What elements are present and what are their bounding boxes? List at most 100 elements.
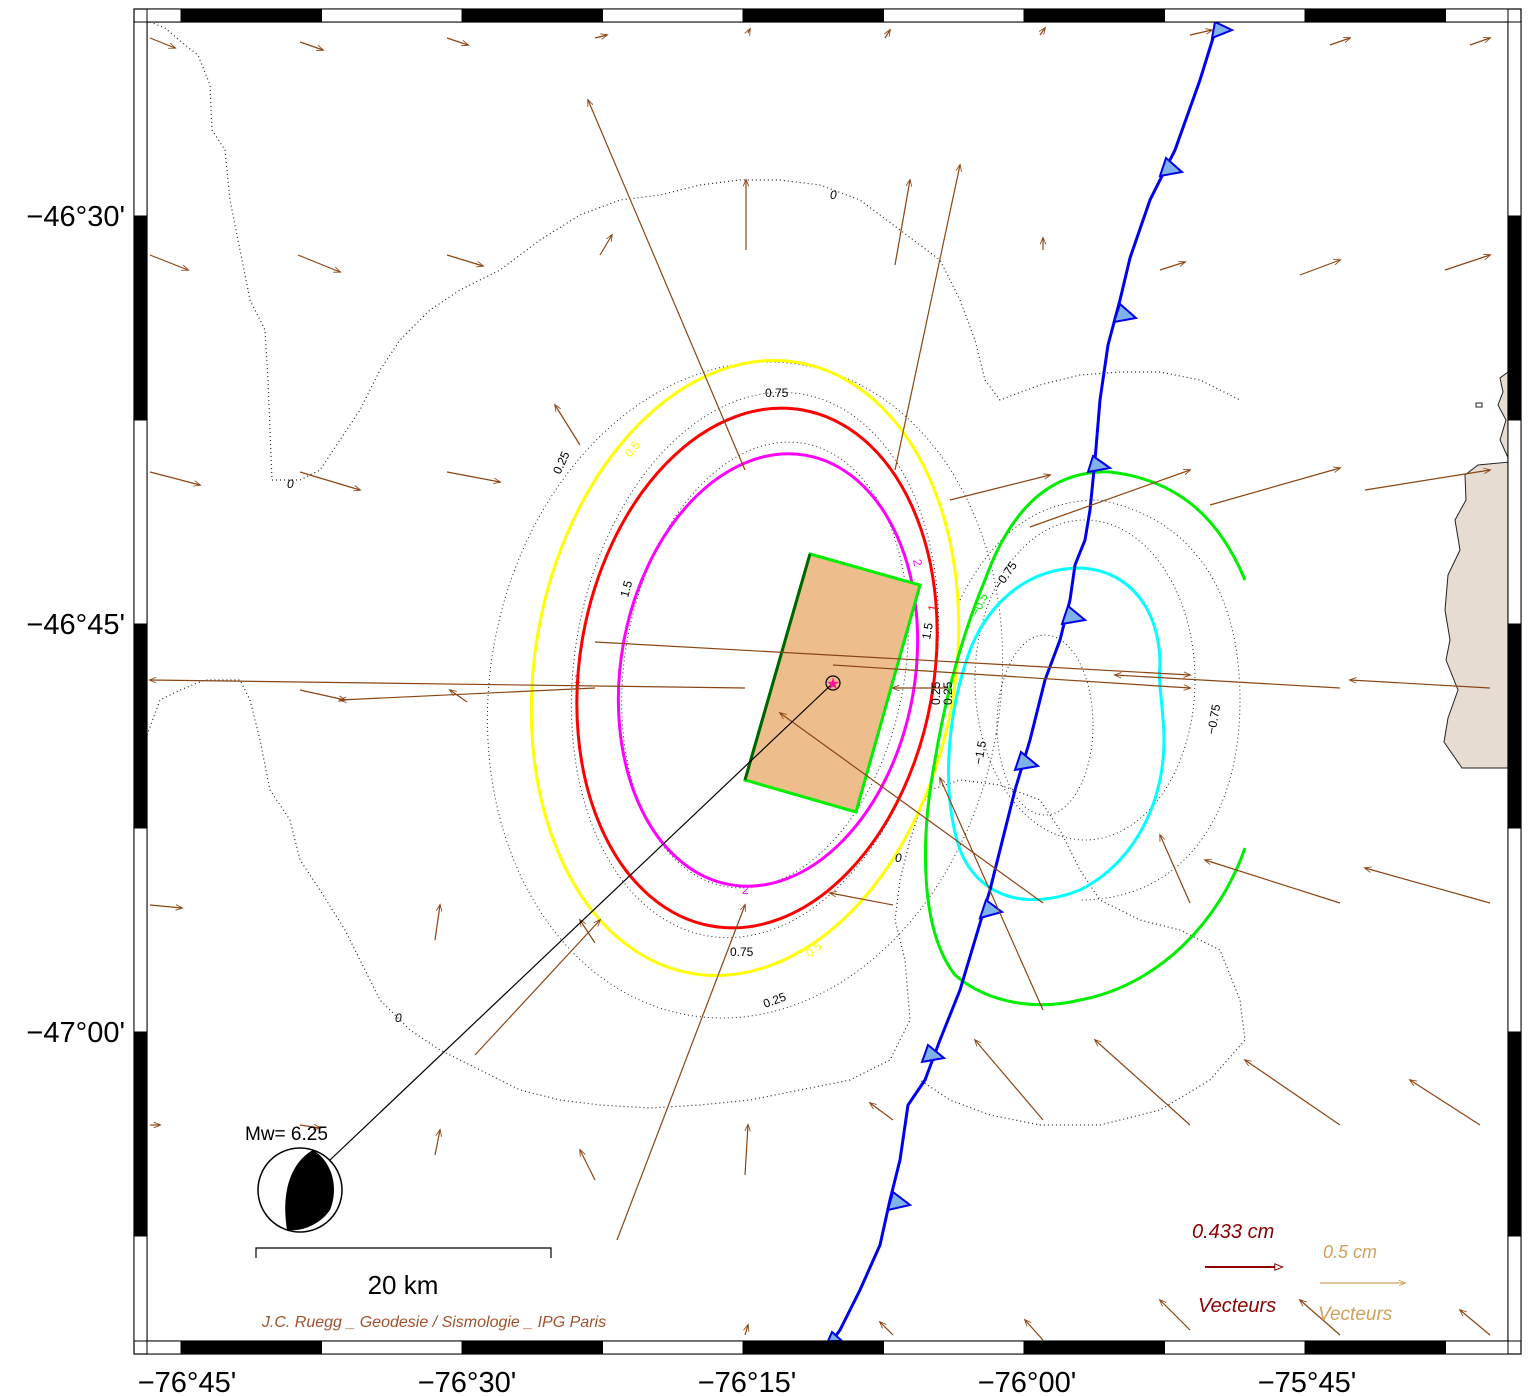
displacement-vector — [885, 30, 890, 39]
displacement-vector — [1095, 1040, 1191, 1126]
y-tick-label: −47°00' — [26, 1017, 125, 1049]
displacement-vector — [299, 689, 345, 700]
frame-tick-top — [180, 8, 322, 23]
contour-label: 0 — [895, 851, 902, 865]
contour-label: −0.5 — [968, 591, 991, 619]
legend-red-value: 0.433 cm — [1192, 1221, 1274, 1243]
frame-tick-bottom — [883, 1340, 1025, 1355]
displacement-vector — [1160, 1300, 1191, 1331]
displacement-vector — [446, 37, 468, 45]
x-tick-label: −76°30' — [418, 1367, 517, 1396]
displacement-vector — [149, 905, 182, 908]
focal-mechanism-beachball — [257, 1147, 343, 1233]
epicenter-star-icon: ★ — [826, 676, 840, 693]
frame-tick-top — [321, 8, 463, 23]
displacement-vector — [745, 1325, 748, 1336]
displacement-vector — [1029, 470, 1190, 528]
displacement-vector — [450, 690, 468, 703]
frame-tick-top — [1164, 8, 1306, 23]
frame-tick-left — [133, 21, 148, 217]
axis-labels: −76°45' −76°30' −76°15' −76°00' −75°45' −46°3… — [26, 201, 1356, 1396]
contour-label: 0.25 — [761, 990, 788, 1011]
displacement-vector — [1365, 868, 1491, 904]
displacement-vector — [446, 254, 483, 266]
contour-0.5-yellow — [529, 359, 961, 977]
contour-label: 2 — [910, 558, 925, 567]
contour-0.25 — [486, 361, 1004, 1019]
frame-tick-right — [1507, 419, 1522, 625]
beachball-leader-line — [329, 682, 834, 1161]
contour-label: −0.75 — [991, 559, 1020, 592]
contour-label: 1.5 — [617, 579, 635, 599]
frame-tick-bottom — [146, 1340, 182, 1355]
displacement-vector — [1189, 30, 1212, 36]
x-tick-label: −75°45' — [1258, 1367, 1357, 1396]
legend-red-label: Vecteurs — [1198, 1295, 1276, 1317]
displacement-vector — [1364, 470, 1490, 491]
map-frame — [133, 8, 1522, 1355]
frame-tick-top — [1023, 8, 1165, 23]
frame-tick-bottom — [1164, 1340, 1306, 1355]
displacement-vector — [1469, 38, 1490, 46]
displacement-vector — [580, 920, 596, 944]
frame-tick-left — [133, 827, 148, 1033]
y-tick-label: −46°30' — [26, 201, 125, 233]
displacement-vector — [149, 37, 175, 48]
displacement-vector — [1160, 835, 1191, 904]
frame-tick-top — [602, 8, 744, 23]
displacement-vector — [150, 680, 746, 689]
scale-bar-label: 20 km — [368, 1270, 439, 1300]
displacement-vector — [748, 29, 750, 33]
frame-tick-top — [146, 8, 182, 23]
contour-1.5 — [621, 441, 909, 889]
frame-tick-left — [133, 1235, 148, 1342]
contour-neg0.25 — [959, 499, 1241, 901]
contour-label: 0 — [395, 1011, 402, 1025]
contour-label: −1.5 — [971, 739, 989, 765]
displacement-vector — [1410, 1080, 1481, 1126]
displacement-vector — [1040, 28, 1045, 36]
contour-1-red — [575, 406, 939, 930]
displacement-vector — [780, 713, 1044, 904]
contour-neg1.5 — [996, 634, 1094, 816]
contour-label: 0.75 — [730, 945, 754, 959]
displacement-vector — [1299, 260, 1340, 276]
contour-0-dotted-south — [147, 679, 1246, 1126]
contour-0-dotted — [149, 22, 1241, 481]
displacement-vector — [1205, 860, 1341, 904]
contour-label: 1.5 — [919, 621, 936, 640]
contour-label: 0.5 — [803, 939, 825, 961]
frame-tick-bottom — [180, 1340, 322, 1355]
frame-tick-bottom — [602, 1340, 744, 1355]
displacement-vector — [446, 471, 500, 482]
contour-neg0.5-green — [924, 470, 1247, 1007]
displacement-vector — [588, 100, 746, 471]
contour-label: 1 — [925, 603, 940, 612]
frame-tick-right — [1507, 21, 1522, 217]
frame-tick-top — [1304, 8, 1446, 23]
displacement-vector — [299, 471, 360, 490]
contour-label: 2 — [742, 883, 749, 897]
displacement-vector — [1329, 38, 1350, 46]
displacement-vector — [297, 254, 340, 272]
magnitude-label: Mw= 6.25 — [245, 1124, 328, 1145]
displacement-vector — [1025, 1320, 1044, 1341]
displacement-vector — [474, 920, 600, 1056]
displacement-vector — [1115, 675, 1341, 689]
frame-tick-right — [1507, 215, 1522, 421]
displacement-vector — [580, 1150, 596, 1181]
frame-tick-bottom — [1445, 1340, 1509, 1355]
y-tick-label: −46°45' — [26, 609, 125, 641]
x-tick-label: −76°00' — [978, 1367, 1077, 1396]
frame-tick-top — [1445, 8, 1509, 23]
frame-tick-left — [133, 1031, 148, 1237]
fault-plane-top-edge — [743, 553, 812, 781]
contour-label: 0.75 — [765, 386, 789, 400]
frame-tick-left — [133, 419, 148, 625]
displacement-vector — [599, 235, 612, 256]
frame-tick-right — [1507, 623, 1522, 829]
frame-tick-bottom — [461, 1340, 603, 1355]
contour-label: 0.25 — [550, 449, 573, 476]
frame-tick-right — [1507, 1235, 1522, 1342]
legend-tan-label: Vecteurs — [1318, 1304, 1393, 1325]
